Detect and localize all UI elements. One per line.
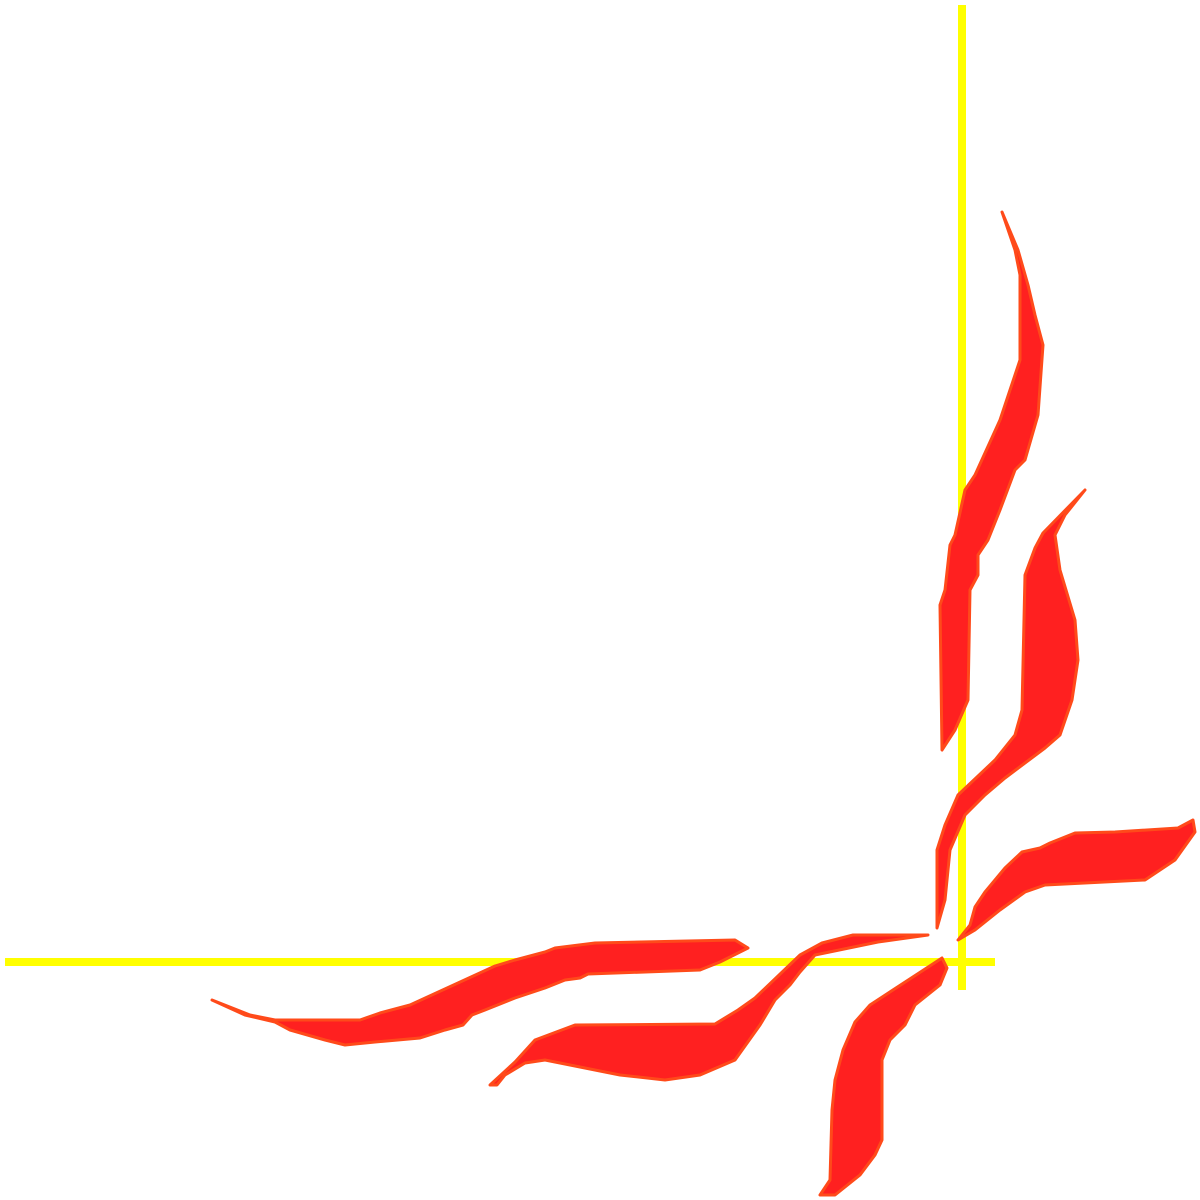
flame-right xyxy=(956,818,1197,942)
flame-bottom xyxy=(818,956,949,1197)
flame-middle xyxy=(488,933,930,1087)
flame-left xyxy=(210,938,750,1047)
flame-top xyxy=(938,210,1045,752)
flame-right-upper xyxy=(935,488,1087,930)
